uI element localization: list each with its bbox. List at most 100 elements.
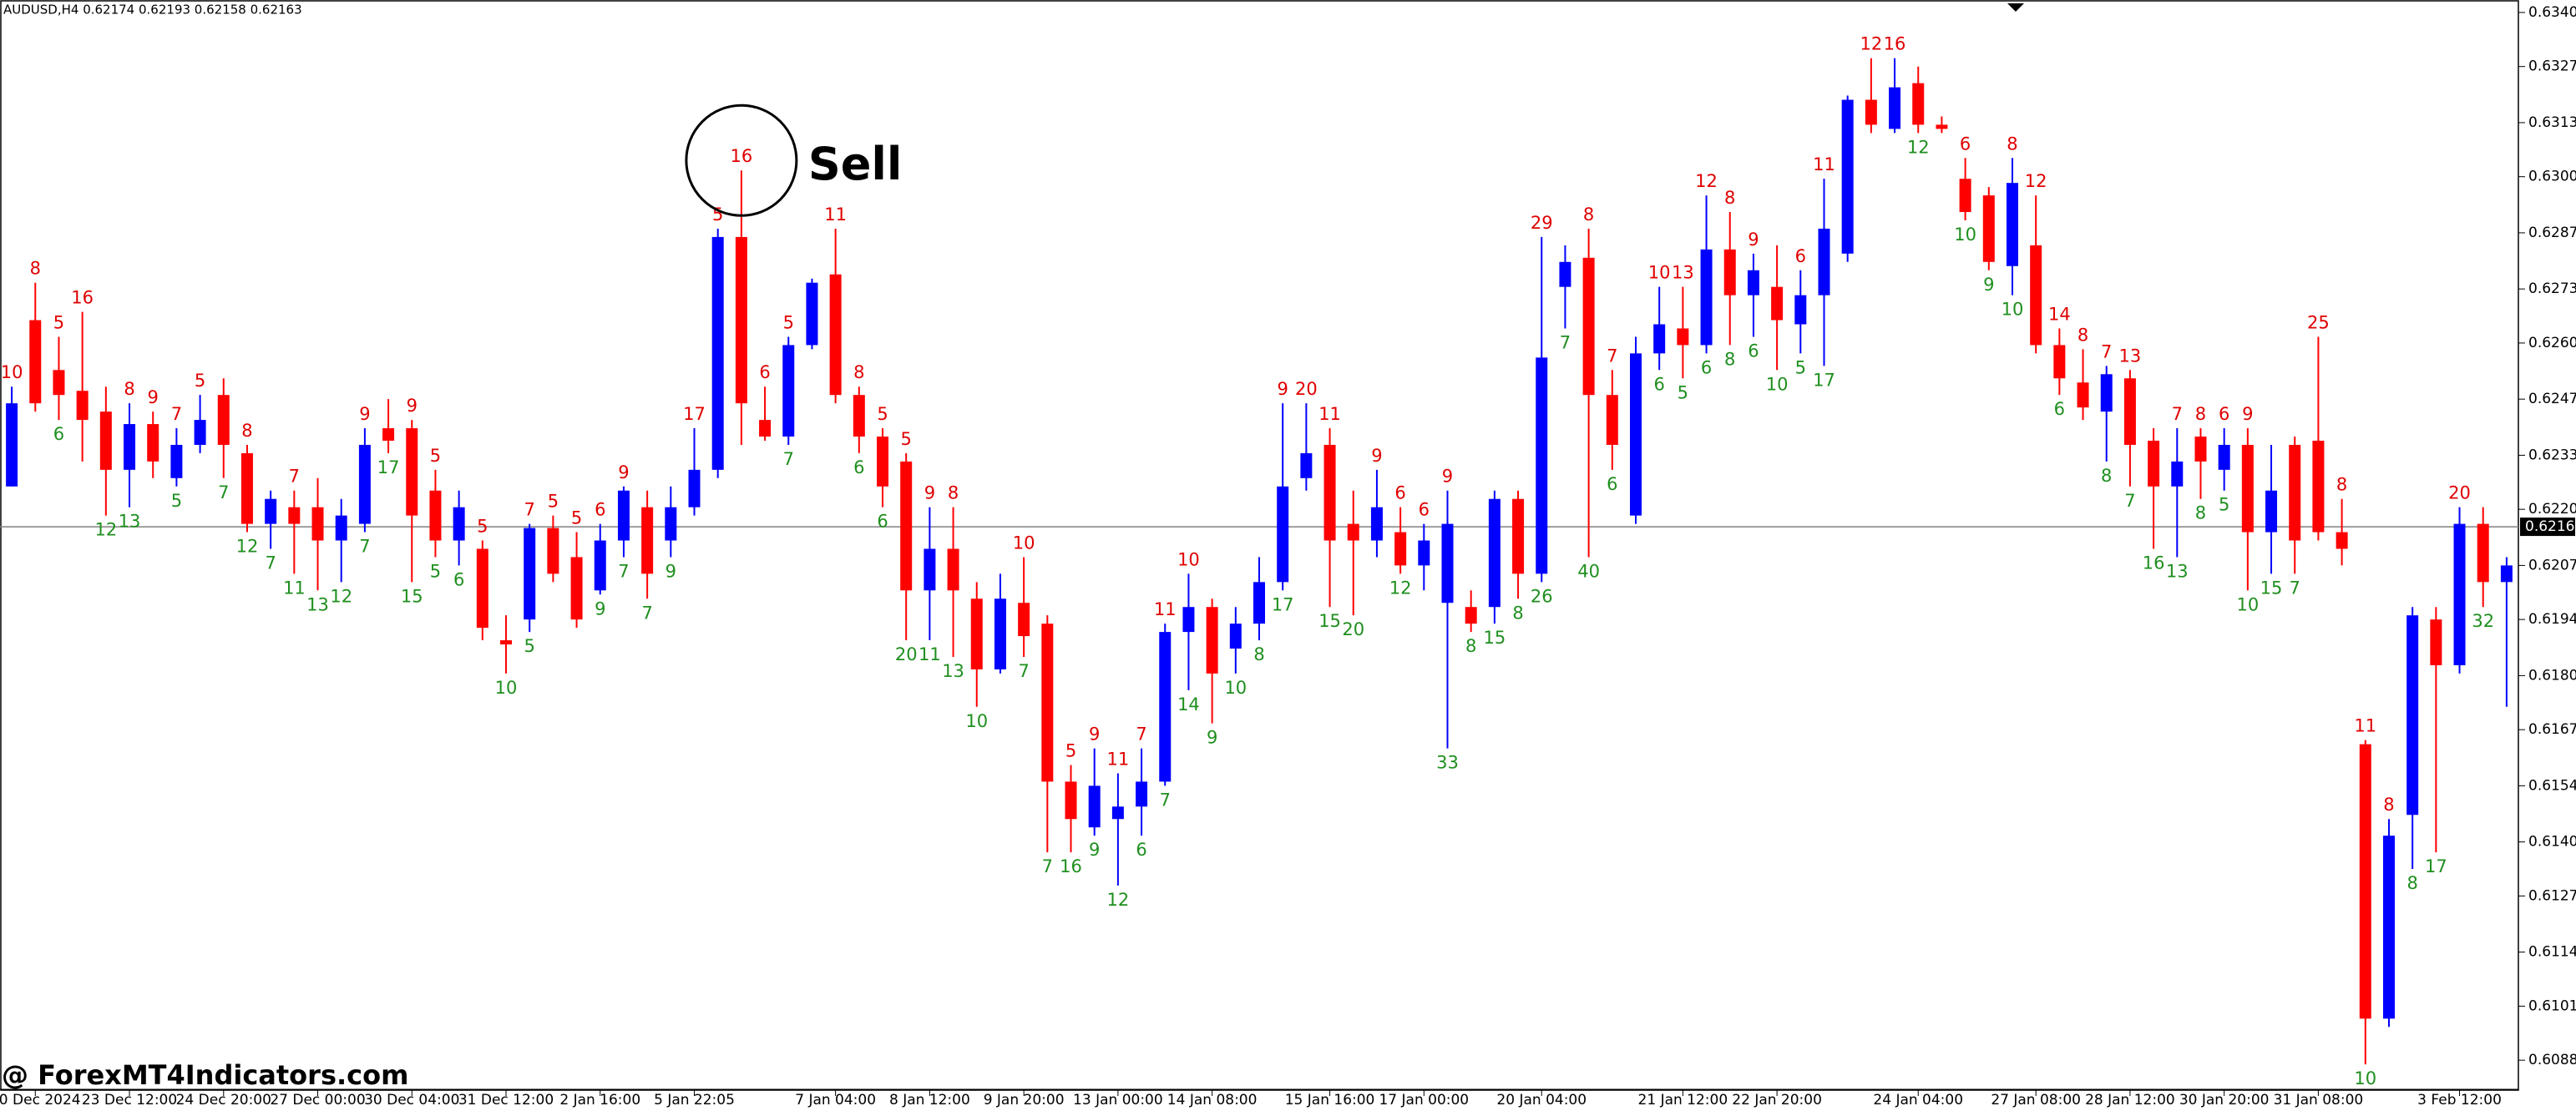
y-tick-label: 0.63135 bbox=[2528, 114, 2576, 131]
lower-count: 5 bbox=[171, 491, 182, 511]
candle-body bbox=[570, 557, 583, 620]
y-tick-label: 0.61805 bbox=[2528, 667, 2576, 684]
candle-body bbox=[53, 370, 65, 396]
x-tick-label: 31 Dec 12:00 bbox=[458, 1092, 554, 1108]
candle-body bbox=[877, 436, 889, 487]
upper-count: 9 bbox=[1442, 467, 1453, 487]
candle-body bbox=[782, 345, 795, 437]
y-tick-label: 0.62735 bbox=[2528, 280, 2576, 297]
candle-body bbox=[1394, 532, 1407, 566]
lower-count: 8 bbox=[2195, 503, 2206, 523]
candle-body bbox=[1865, 99, 1877, 125]
lower-count: 12 bbox=[94, 520, 117, 540]
x-tick-label: 5 Jan 22:05 bbox=[654, 1092, 735, 1108]
upper-count: 5 bbox=[783, 312, 794, 332]
x-tick-label: 24 Jan 04:00 bbox=[1873, 1092, 1963, 1108]
candle-body bbox=[1088, 785, 1101, 828]
lower-count: 17 bbox=[2425, 856, 2447, 876]
candle-body bbox=[1065, 781, 1077, 820]
candle-body bbox=[1323, 444, 1336, 541]
lower-count: 15 bbox=[1484, 628, 1506, 648]
candle-body bbox=[1818, 228, 1830, 295]
upper-count: 11 bbox=[2354, 716, 2376, 736]
lower-count: 17 bbox=[1813, 370, 1835, 390]
x-tick-label: 30 Jan 20:00 bbox=[2179, 1092, 2270, 1108]
x-tick-label: 13 Jan 00:00 bbox=[1073, 1092, 1163, 1108]
candle-body bbox=[500, 640, 513, 645]
upper-count: 8 bbox=[30, 259, 41, 279]
upper-count: 12 bbox=[1860, 34, 1882, 54]
upper-count: 7 bbox=[2101, 341, 2112, 361]
x-tick-label: 31 Jan 08:00 bbox=[2274, 1092, 2364, 1108]
upper-count: 9 bbox=[924, 483, 935, 503]
lower-count: 15 bbox=[1318, 611, 1341, 631]
x-tick-label: 22 Jan 20:00 bbox=[1732, 1092, 1822, 1108]
candle-body bbox=[1629, 353, 1642, 516]
candle-body bbox=[1418, 540, 1430, 566]
upper-count: 8 bbox=[124, 379, 134, 399]
upper-count: 13 bbox=[2119, 346, 2142, 366]
candle-body bbox=[2006, 183, 2018, 266]
candle-body bbox=[335, 515, 347, 541]
lower-count: 5 bbox=[524, 636, 535, 656]
candle-body bbox=[1347, 523, 1359, 541]
x-tick-label: 30 Dec 04:00 bbox=[364, 1092, 459, 1108]
lower-count: 6 bbox=[853, 457, 864, 477]
lower-count: 6 bbox=[1136, 840, 1146, 860]
x-tick-label: 17 Jan 00:00 bbox=[1379, 1092, 1469, 1108]
candle-body bbox=[99, 412, 112, 470]
upper-count: 13 bbox=[1672, 263, 1694, 283]
upper-count: 9 bbox=[407, 396, 418, 416]
lower-count: 10 bbox=[495, 678, 518, 698]
upper-count: 6 bbox=[595, 500, 605, 520]
signal-label: Sell bbox=[808, 138, 903, 190]
x-tick-label: 20 Jan 04:00 bbox=[1496, 1092, 1587, 1108]
lower-count: 8 bbox=[1724, 349, 1735, 369]
lower-count: 20 bbox=[895, 644, 918, 664]
lower-count: 6 bbox=[1607, 474, 1617, 494]
lower-count: 7 bbox=[1018, 661, 1029, 681]
y-tick-label: 0.62205 bbox=[2528, 501, 2576, 518]
candle-body bbox=[665, 507, 677, 541]
lower-count: 11 bbox=[283, 578, 306, 598]
upper-count: 5 bbox=[53, 312, 64, 332]
candle-body bbox=[806, 282, 818, 346]
upper-count: 8 bbox=[2078, 325, 2088, 345]
candle-body bbox=[853, 395, 865, 437]
upper-count: 7 bbox=[1136, 725, 1146, 745]
candle-body bbox=[688, 469, 701, 508]
candle-body bbox=[1747, 270, 1759, 295]
lower-count: 11 bbox=[919, 644, 941, 664]
candle-body bbox=[711, 236, 724, 470]
lower-count: 7 bbox=[2124, 491, 2135, 511]
candle-body bbox=[1982, 195, 1995, 262]
lower-count: 12 bbox=[1389, 578, 1412, 598]
lower-count: 5 bbox=[1678, 382, 1688, 402]
y-tick-label: 0.62335 bbox=[2528, 447, 2576, 463]
upper-count: 6 bbox=[759, 362, 770, 382]
x-tick-label: 9 Jan 20:00 bbox=[984, 1092, 1065, 1108]
lower-count: 7 bbox=[218, 482, 229, 502]
candle-body bbox=[2053, 345, 2066, 379]
candle-body bbox=[406, 428, 418, 516]
lower-count: 17 bbox=[1272, 594, 1294, 614]
lower-count: 12 bbox=[330, 586, 352, 606]
candle-body bbox=[1465, 607, 1477, 624]
lower-count: 33 bbox=[1436, 753, 1459, 773]
x-tick-label: 2 Jan 16:00 bbox=[559, 1092, 640, 1108]
lower-count: 10 bbox=[2002, 300, 2024, 320]
candle-body bbox=[358, 444, 371, 524]
upper-count: 11 bbox=[1154, 599, 1177, 619]
upper-count: 5 bbox=[430, 446, 441, 466]
upper-count: 9 bbox=[1371, 446, 1382, 466]
candle-body bbox=[1653, 324, 1666, 354]
candle-body bbox=[1488, 498, 1501, 608]
candle-body bbox=[2359, 744, 2371, 1019]
candle-body bbox=[1300, 452, 1313, 478]
lower-count: 6 bbox=[1653, 374, 1664, 394]
upper-count: 5 bbox=[901, 429, 912, 449]
lower-count: 20 bbox=[1342, 619, 1364, 639]
